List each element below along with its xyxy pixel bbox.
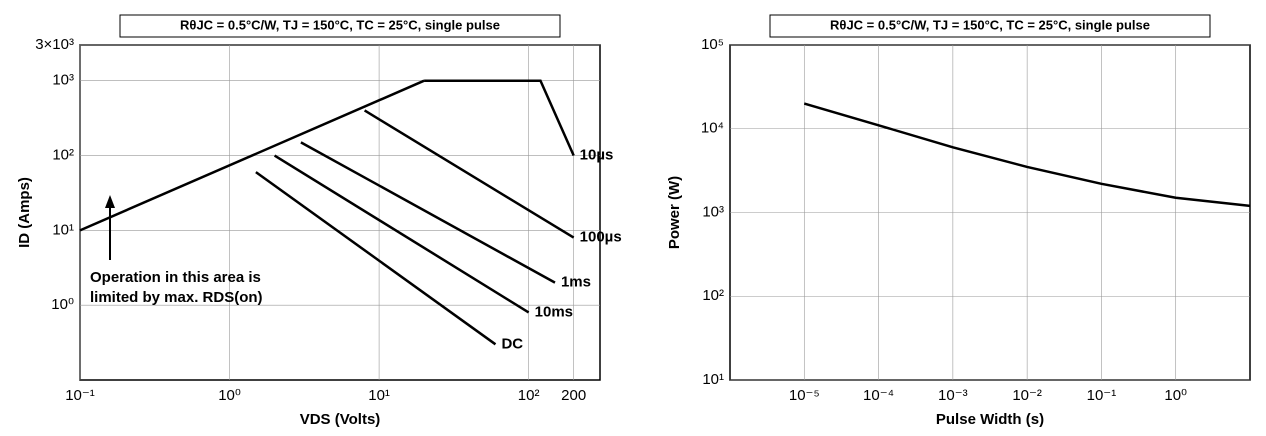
y-tick-label: 10³ xyxy=(702,203,724,220)
annotation: Operation in this area is xyxy=(90,269,261,286)
x-tick-label: 10⁻³ xyxy=(938,387,968,404)
y-tick-label: 10³ xyxy=(52,72,74,89)
y-tick-label: 10⁴ xyxy=(701,120,724,137)
series-label: 100µs xyxy=(580,229,622,246)
x-axis-label: VDS (Volts) xyxy=(300,411,381,428)
annotation: limited by max. RDS(on) xyxy=(90,289,263,306)
x-tick-label: 200 xyxy=(561,387,586,404)
page: 10⁻¹ 10⁰ 10¹ 10² 200 10⁰ 10¹ 10² 10³ 3×10³ RθJC = … xyxy=(0,0,1266,436)
x-tick-label: 10⁰ xyxy=(218,387,241,404)
x-axis-label: Pulse Width (s) xyxy=(936,411,1044,428)
chart-title: RθJC = 0.5°C/W, TJ = 150°C, TC = 25°C, s… xyxy=(180,17,500,32)
x-tick-label: 10⁻¹ xyxy=(1087,387,1117,404)
series-label: DC xyxy=(501,335,523,352)
y-tick-label: 10² xyxy=(52,146,74,163)
y-axis-label: Power (W) xyxy=(666,176,683,249)
series-label: 1ms xyxy=(561,274,591,291)
series-label: 10ms xyxy=(535,303,573,320)
x-tick-label: 10⁻⁵ xyxy=(789,387,820,404)
y-axis-label: ID (Amps) xyxy=(16,177,33,248)
y-tick-label: 10⁵ xyxy=(701,36,724,53)
y-tick-label: 10¹ xyxy=(52,221,74,238)
y-tick-label: 3×10³ xyxy=(35,36,74,53)
x-tick-label: 10⁻¹ xyxy=(65,387,95,404)
chart-title: RθJC = 0.5°C/W, TJ = 150°C, TC = 25°C, s… xyxy=(830,17,1150,32)
x-tick-label: 10⁻⁴ xyxy=(863,387,894,404)
series-label: 10µs xyxy=(580,146,614,163)
y-tick-label: 10² xyxy=(702,287,724,304)
plot-frame xyxy=(80,45,600,380)
y-tick-label: 10¹ xyxy=(702,371,724,388)
x-tick-label: 10⁰ xyxy=(1164,387,1187,404)
x-tick-label: 10² xyxy=(518,387,540,404)
y-tick-label: 10⁰ xyxy=(51,296,74,313)
x-tick-label: 10¹ xyxy=(368,387,390,404)
x-tick-label: 10⁻² xyxy=(1012,387,1042,404)
